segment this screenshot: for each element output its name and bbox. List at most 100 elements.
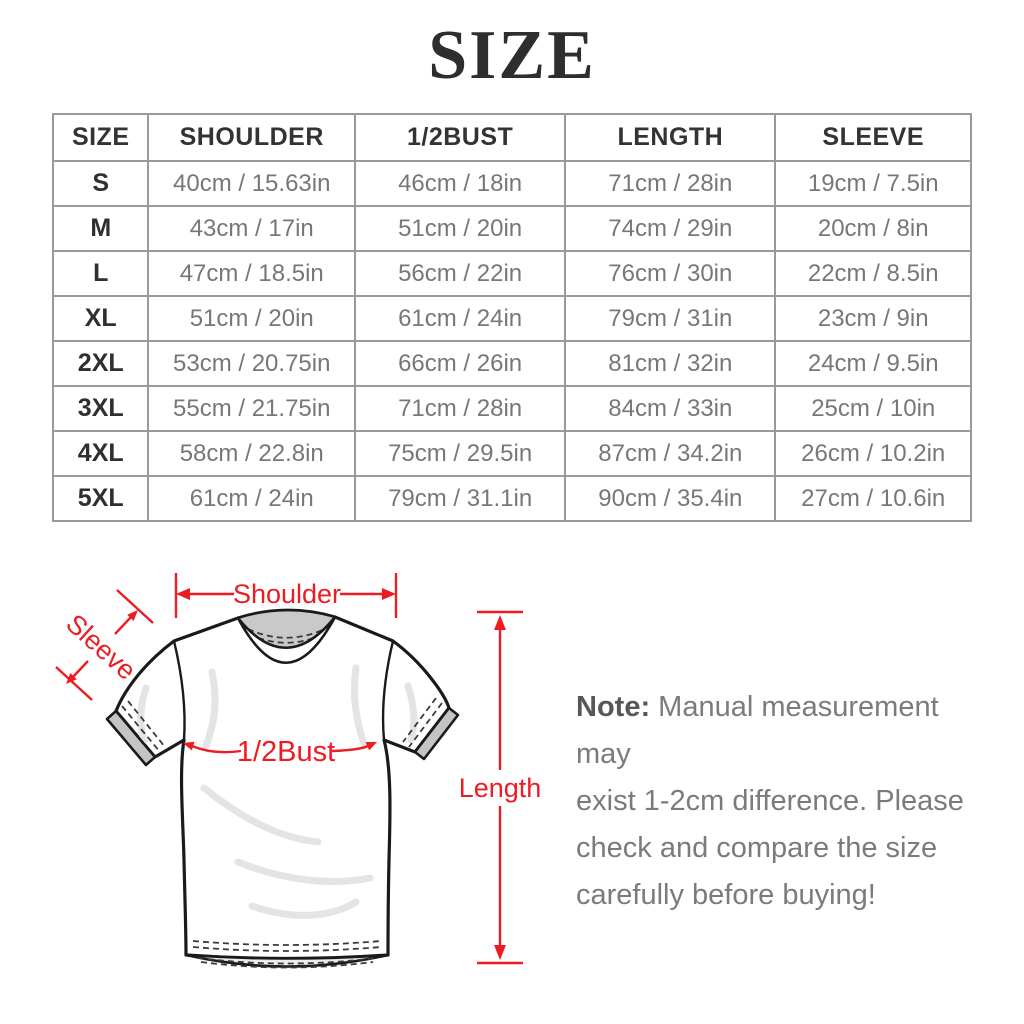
shoulder-value: 53cm / 20.75in: [147, 340, 357, 387]
note-line: check and compare the size: [576, 832, 938, 864]
length-arrowhead-bottom: [494, 945, 506, 960]
sleeve-value: 26cm / 10.2in: [774, 430, 972, 477]
bust-arrowhead-right: [365, 742, 377, 751]
length-arrowhead-top: [494, 615, 506, 630]
table-header: SIZE SHOULDER 1/2BUST LENGTH SLEEVE: [51, 113, 972, 162]
length-value: 79cm / 31in: [564, 295, 777, 342]
shoulder-value: 51cm / 20in: [147, 295, 357, 342]
bust-value: 61cm / 24in: [354, 295, 567, 342]
length-value: 87cm / 34.2in: [564, 430, 777, 477]
shoulder-arrowhead-left: [176, 588, 190, 600]
bust-value: 56cm / 22in: [354, 250, 567, 297]
fabric-wrinkle: [202, 668, 219, 750]
sleeve-value: 22cm / 8.5in: [774, 250, 972, 297]
size-label: L: [51, 250, 150, 297]
fabric-wrinkle: [404, 682, 418, 744]
shoulder-dimension-label: Shoulder: [233, 579, 341, 609]
hem-band-stitching: [200, 961, 374, 969]
shoulder-value: 55cm / 21.75in: [147, 385, 357, 432]
fabric-wrinkle: [234, 858, 374, 885]
shoulder-value: 61cm / 24in: [147, 475, 357, 522]
length-dimension-label: Length: [459, 773, 542, 803]
size-label: 3XL: [51, 385, 150, 432]
table-row: 2XL 53cm / 20.75in 66cm / 26in 81cm / 32…: [51, 340, 972, 387]
hem-band: [185, 953, 389, 968]
sleeve-tick-bottom: [55, 666, 93, 701]
bust-arrowhead-left: [183, 741, 195, 751]
column-header-bust: 1/2BUST: [354, 113, 567, 162]
bust-value: 51cm / 20in: [354, 205, 567, 252]
collar-band: [236, 616, 337, 665]
sleeve-value: 25cm / 10in: [774, 385, 972, 432]
length-value: 71cm / 28in: [564, 160, 777, 207]
fabric-wrinkle: [248, 898, 360, 919]
fabric-wrinkle: [350, 664, 368, 748]
right-armhole-seam: [381, 640, 395, 741]
shoulder-arrowhead-right: [382, 588, 396, 600]
length-dimension: Length: [459, 610, 542, 965]
sleeve-value: 24cm / 9.5in: [774, 340, 972, 387]
length-value: 84cm / 33in: [564, 385, 777, 432]
length-value: 81cm / 32in: [564, 340, 777, 387]
bust-value: 71cm / 28in: [354, 385, 567, 432]
right-cuff-stitching: [402, 697, 437, 743]
sleeve-value: 19cm / 7.5in: [774, 160, 972, 207]
size-label: M: [51, 205, 150, 252]
bust-dimension: 1/2Bust: [183, 736, 377, 768]
size-table: SIZE SHOULDER 1/2BUST LENGTH SLEEVE S 40…: [51, 113, 972, 522]
bust-arrow-line-left: [191, 744, 242, 754]
sleeve-arrow-line: [71, 660, 89, 679]
left-armhole-seam: [172, 640, 186, 741]
column-header-sleeve: SLEEVE: [774, 113, 972, 162]
bust-value: 46cm / 18in: [354, 160, 567, 207]
note-line: carefully before buying!: [576, 879, 876, 911]
shoulder-value: 40cm / 15.63in: [147, 160, 357, 207]
shoulder-value: 43cm / 17in: [147, 205, 357, 252]
shoulder-value: 58cm / 22.8in: [147, 430, 357, 477]
bust-value: 79cm / 31.1in: [354, 475, 567, 522]
fabric-wrinkle: [137, 684, 150, 745]
table-row: S 40cm / 15.63in 46cm / 18in 71cm / 28in…: [51, 160, 972, 207]
table-body: S 40cm / 15.63in 46cm / 18in 71cm / 28in…: [51, 160, 972, 522]
hem-stitching: [192, 940, 382, 946]
note-label: Note:: [576, 691, 651, 723]
sleeve-value: 20cm / 8in: [774, 205, 972, 252]
bust-value: 66cm / 26in: [354, 340, 567, 387]
right-cuff-stitching: [408, 702, 443, 748]
size-label: 4XL: [51, 430, 150, 477]
bust-dimension-label: 1/2Bust: [237, 736, 335, 768]
note-line: exist 1-2cm difference. Please: [576, 785, 964, 817]
table-row: M 43cm / 17in 51cm / 20in 74cm / 29in 20…: [51, 205, 972, 252]
sleeve-arrowhead-bottom: [66, 673, 77, 684]
sleeve-arrowhead-top: [127, 610, 138, 621]
sleeve-tick-top: [116, 589, 154, 624]
left-cuff: [105, 709, 157, 767]
right-cuff: [413, 706, 460, 761]
shoulder-dimension: Shoulder: [174, 573, 398, 618]
table-row: 3XL 55cm / 21.75in 71cm / 28in 84cm / 33…: [51, 385, 972, 432]
hem-stitching: [192, 946, 382, 952]
column-header-length: LENGTH: [564, 113, 777, 162]
collar-stitching: [247, 627, 328, 639]
sleeve-value: 23cm / 9in: [774, 295, 972, 342]
bust-arrow-line-right: [331, 744, 369, 753]
length-value: 74cm / 29in: [564, 205, 777, 252]
tshirt-drawing: [105, 608, 460, 969]
table-row: 4XL 58cm / 22.8in 75cm / 29.5in 87cm / 3…: [51, 430, 972, 477]
size-label: XL: [51, 295, 150, 342]
table-row: 5XL 61cm / 24in 79cm / 31.1in 90cm / 35.…: [51, 475, 972, 522]
sleeve-arrow-line: [114, 615, 133, 635]
fabric-wrinkle: [200, 784, 322, 846]
table-row: XL 51cm / 20in 61cm / 24in 79cm / 31in 2…: [51, 295, 972, 342]
sleeve-value: 27cm / 10.6in: [774, 475, 972, 522]
size-label: 2XL: [51, 340, 150, 387]
page-title: SIZE: [428, 17, 596, 94]
note-line: Manual measurement may: [576, 691, 939, 770]
bust-value: 75cm / 29.5in: [354, 430, 567, 477]
column-header-size: SIZE: [51, 113, 150, 162]
shoulder-value: 47cm / 18.5in: [147, 250, 357, 297]
length-value: 76cm / 30in: [564, 250, 777, 297]
hem-band-stitching: [197, 957, 377, 965]
